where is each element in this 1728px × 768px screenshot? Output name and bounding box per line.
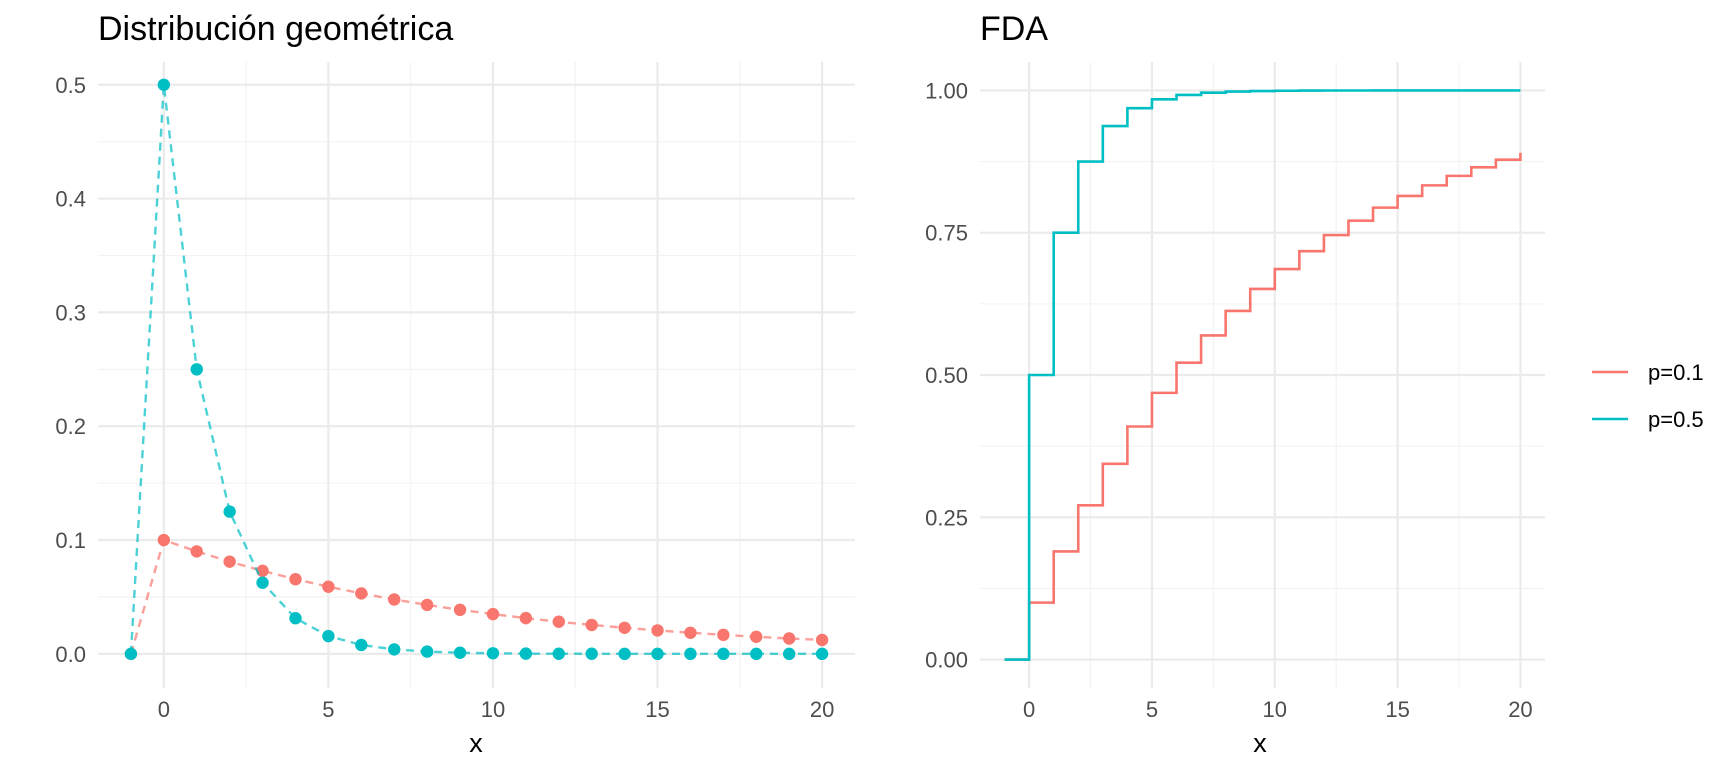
cdf-series — [1004, 89, 1522, 661]
y-tick-label: 1.00 — [925, 78, 968, 103]
pmf-point-p01 — [717, 628, 730, 642]
pmf-chart-title: Distribución geométrica — [98, 10, 453, 48]
pmf-point-p05 — [486, 647, 500, 660]
pmf-point-p01 — [322, 580, 335, 593]
legend-item-p01: p=0.1 — [1592, 360, 1704, 385]
y-tick-label: 0.1 — [55, 528, 86, 553]
pmf-point-p05 — [190, 363, 203, 376]
x-tick-label: 5 — [1146, 697, 1158, 722]
pmf-point-p05 — [618, 647, 631, 661]
pmf-point-p05 — [223, 505, 236, 518]
x-tick-label: 10 — [481, 697, 505, 722]
pmf-point-p05 — [322, 629, 335, 643]
pmf-point-p01 — [585, 618, 598, 632]
pmf-point-p01 — [684, 626, 697, 639]
x-tick-label: 0 — [1023, 697, 1035, 722]
y-tick-label: 0.2 — [55, 414, 86, 439]
y-tick-label: 0.50 — [925, 363, 968, 388]
y-tick-label: 0.25 — [925, 505, 968, 530]
pmf-point-p05 — [651, 647, 664, 661]
cdf-panel: FDA 0 5 10 15 20 0.00 0.25 0.50 0.75 1.00 x — [925, 10, 1545, 758]
pmf-point-p05 — [420, 645, 434, 658]
x-tick-label: 20 — [1508, 697, 1532, 722]
x-tick-label: 15 — [645, 697, 669, 722]
pmf-point-p05 — [519, 647, 533, 660]
y-tick-label: 0.0 — [55, 642, 86, 667]
pmf-point-p05 — [815, 647, 829, 661]
pmf-point-p01 — [223, 555, 236, 568]
legend-item-p05: p=0.5 — [1592, 407, 1704, 432]
pmf-point-p01 — [157, 533, 171, 547]
pmf-point-p01 — [190, 545, 203, 558]
legend: p=0.1 p=0.5 — [1592, 360, 1704, 432]
pmf-point-p01 — [651, 624, 664, 637]
pmf-point-p05 — [552, 647, 565, 660]
y-tick-label: 0.3 — [55, 300, 86, 325]
x-tick-label: 0 — [158, 697, 170, 722]
y-tick-label: 0.5 — [55, 73, 86, 98]
pmf-point-p05 — [684, 647, 697, 661]
pmf-tick-labels: 0 5 10 15 20 0.0 0.1 0.2 0.3 0.4 0.5 — [55, 73, 834, 722]
pmf-point-p05 — [388, 643, 401, 656]
pmf-point-p05 — [289, 612, 302, 625]
y-tick-label: 0.75 — [925, 221, 968, 246]
pmf-point-p05 — [585, 647, 598, 660]
pmf-point-p01 — [618, 621, 631, 634]
pmf-point-p01 — [355, 587, 368, 600]
cdf-x-axis-label: x — [1253, 728, 1267, 758]
cdf-tick-labels: 0 5 10 15 20 0.00 0.25 0.50 0.75 1.00 — [925, 78, 1533, 722]
pmf-point-p05 — [453, 646, 467, 659]
pmf-point-p05 — [355, 638, 368, 652]
pmf-dashed-line-p01 — [129, 538, 823, 655]
pmf-grid — [98, 62, 855, 688]
pmf-series — [124, 78, 829, 661]
pmf-point-p01 — [420, 598, 434, 612]
pmf-point-p05 — [782, 647, 796, 661]
x-tick-label: 5 — [322, 697, 334, 722]
pmf-x-axis-label: x — [469, 728, 483, 758]
cdf-step-line-p05 — [1004, 89, 1521, 661]
pmf-point-p01 — [453, 603, 467, 617]
legend-label-p05: p=0.5 — [1648, 407, 1704, 432]
y-tick-label: 0.4 — [55, 187, 86, 212]
x-tick-label: 10 — [1263, 697, 1287, 722]
pmf-point-p01 — [815, 633, 829, 647]
cdf-grid — [980, 62, 1545, 688]
pmf-point-p01 — [750, 630, 763, 643]
cdf-chart-title: FDA — [980, 10, 1048, 48]
pmf-point-p01 — [782, 632, 796, 645]
pmf-panel: Distribución geométrica 0 5 10 15 20 0.0 0.1 0.… — [55, 10, 855, 758]
pmf-point-p01 — [486, 607, 500, 621]
pmf-point-p05 — [717, 647, 730, 661]
x-tick-label: 15 — [1385, 697, 1409, 722]
pmf-point-p05 — [124, 647, 138, 661]
pmf-point-p05 — [750, 647, 763, 661]
pmf-point-p01 — [552, 615, 565, 628]
pmf-dashed-line-p05 — [129, 84, 823, 656]
y-tick-label: 0.00 — [925, 648, 968, 673]
x-tick-label: 20 — [810, 697, 834, 722]
pmf-point-p01 — [519, 611, 533, 625]
pmf-point-p01 — [289, 572, 302, 586]
pmf-point-p05 — [157, 78, 171, 91]
legend-label-p01: p=0.1 — [1648, 360, 1704, 385]
cdf-step-line-p01 — [1004, 152, 1522, 661]
pmf-point-p05 — [256, 576, 269, 589]
pmf-point-p01 — [388, 593, 401, 606]
